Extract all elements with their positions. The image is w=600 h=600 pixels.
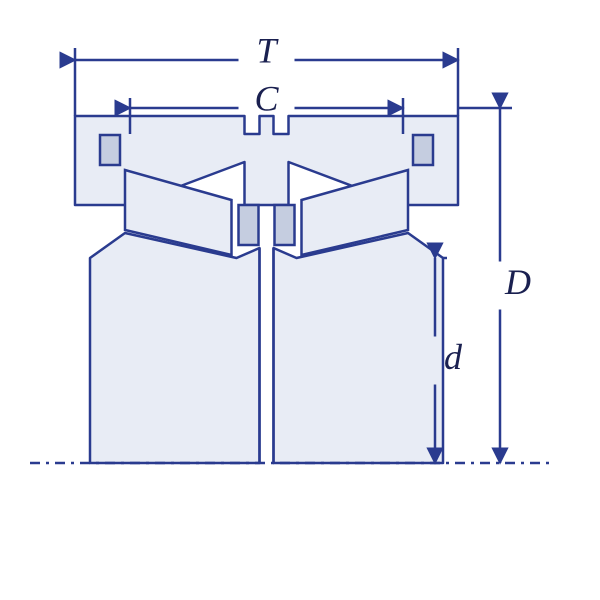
label-D: D (504, 262, 531, 302)
label-C: C (254, 78, 279, 118)
bearing-diagram: TC Dd (0, 0, 600, 600)
bearing-cross-section (30, 116, 555, 463)
label-T: T (256, 30, 279, 70)
label-d: d (444, 337, 463, 377)
